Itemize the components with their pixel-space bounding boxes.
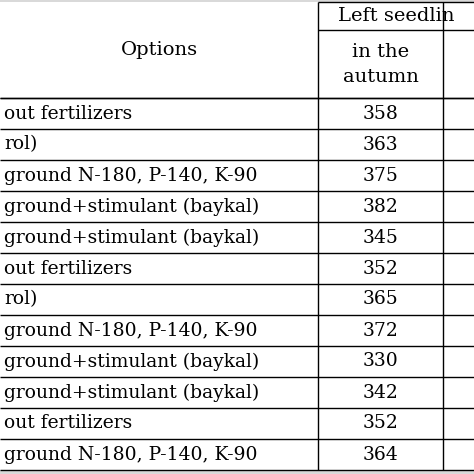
Text: ground+stimulant (baykal): ground+stimulant (baykal): [4, 197, 259, 216]
Text: 342: 342: [363, 383, 399, 401]
Text: out fertilizers: out fertilizers: [4, 259, 132, 277]
Text: 372: 372: [363, 321, 399, 339]
Text: ground+stimulant (baykal): ground+stimulant (baykal): [4, 228, 259, 246]
Text: ground N-180, P-140, K-90: ground N-180, P-140, K-90: [4, 446, 257, 464]
Text: out fertilizers: out fertilizers: [4, 414, 132, 432]
Text: 358: 358: [363, 104, 399, 122]
Text: Options: Options: [120, 41, 198, 59]
Text: 363: 363: [363, 136, 398, 154]
Text: ground N-180, P-140, K-90: ground N-180, P-140, K-90: [4, 321, 257, 339]
Text: 365: 365: [363, 291, 398, 309]
Text: ground N-180, P-140, K-90: ground N-180, P-140, K-90: [4, 166, 257, 184]
Text: rol): rol): [4, 291, 37, 309]
Text: ground+stimulant (baykal): ground+stimulant (baykal): [4, 352, 259, 371]
Text: Left seedlin: Left seedlin: [338, 7, 454, 25]
Text: 375: 375: [363, 166, 399, 184]
Text: 382: 382: [363, 198, 399, 216]
Text: out fertilizers: out fertilizers: [4, 104, 132, 122]
Text: 364: 364: [363, 446, 398, 464]
Text: 352: 352: [363, 259, 399, 277]
Text: 330: 330: [363, 353, 398, 371]
Text: 352: 352: [363, 414, 399, 432]
Text: rol): rol): [4, 136, 37, 154]
Text: 345: 345: [363, 228, 399, 246]
Text: ground+stimulant (baykal): ground+stimulant (baykal): [4, 383, 259, 401]
Text: in the
autumn: in the autumn: [343, 43, 419, 85]
